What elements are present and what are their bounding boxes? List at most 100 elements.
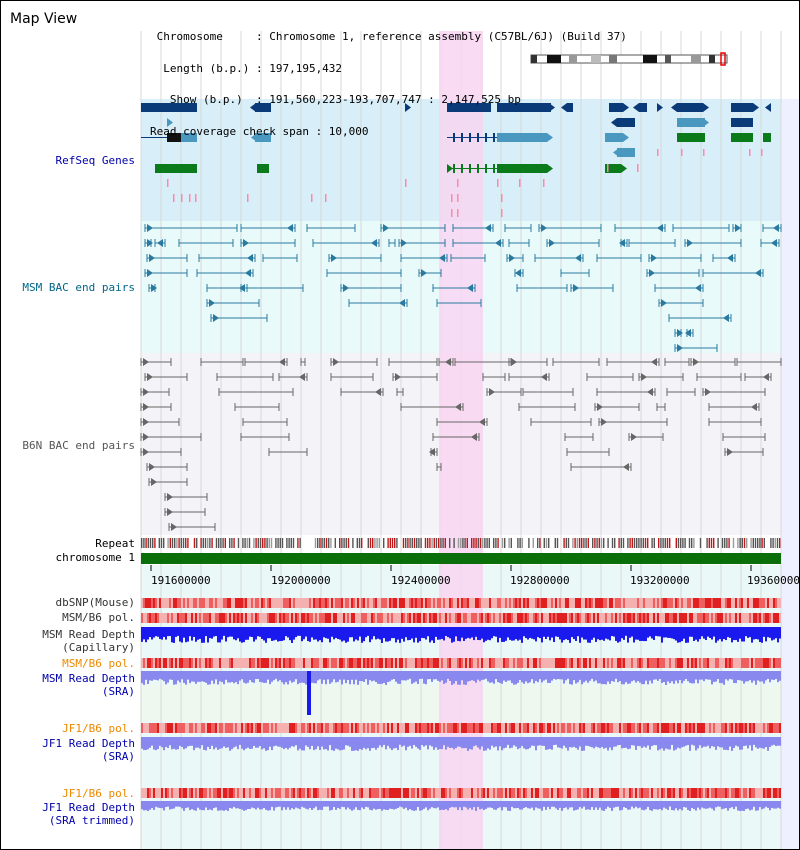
jf1-b6-polymorphism-trimmed bbox=[737, 788, 739, 798]
track-label-jf1-b6-pol-trimmed[interactable]: JF1/B6 pol. bbox=[62, 787, 135, 800]
msm-read-depth-capillary bbox=[611, 627, 613, 637]
jf1-b6-polymorphism-trimmed bbox=[317, 788, 319, 798]
jf1-read-depth-trimmed bbox=[279, 801, 281, 807]
msm-read-depth-capillary bbox=[465, 627, 467, 639]
repeat-element bbox=[660, 538, 662, 548]
msm-read-depth-capillary bbox=[359, 627, 361, 637]
dbsnp-density bbox=[253, 598, 255, 608]
bac-end-arrow bbox=[685, 329, 691, 337]
jf1-b6-polymorphism-trimmed bbox=[213, 788, 215, 798]
msm-b6-polymorphism-sra bbox=[157, 658, 159, 668]
jf1-b6-polymorphism bbox=[447, 723, 449, 733]
jf1-read-depth-trimmed bbox=[275, 801, 277, 808]
dbsnp-density bbox=[519, 598, 521, 608]
msm-b6-polymorphism-sra bbox=[625, 658, 627, 668]
msm-read-depth-sra bbox=[653, 671, 655, 680]
jf1-read-depth-trimmed bbox=[235, 801, 237, 809]
msm-b6-polymorphism-sra bbox=[663, 658, 665, 668]
jf1-read-depth-sra bbox=[233, 737, 235, 748]
jf1-read-depth-sra bbox=[421, 737, 423, 746]
jf1-b6-polymorphism-trimmed bbox=[681, 788, 683, 798]
track-label-jf1-depth-trimmed[interactable]: JF1 Read Depth bbox=[42, 801, 135, 814]
dbsnp-density bbox=[305, 598, 307, 608]
msm-read-depth-sra bbox=[409, 671, 411, 679]
track-label-jf1-depth[interactable]: JF1 Read Depth bbox=[42, 737, 135, 750]
jf1-read-depth-sra bbox=[363, 737, 365, 748]
jf1-b6-polymorphism-trimmed bbox=[257, 788, 259, 798]
jf1-read-depth-trimmed bbox=[295, 801, 297, 808]
track-label-chromosome[interactable]: chromosome 1 bbox=[55, 551, 135, 564]
msm-read-depth-capillary bbox=[423, 627, 425, 639]
msm-b6-polymorphism bbox=[507, 613, 509, 623]
jf1-b6-polymorphism-trimmed bbox=[773, 788, 775, 798]
repeat-element bbox=[321, 538, 323, 548]
jf1-b6-polymorphism-trimmed bbox=[295, 788, 297, 798]
jf1-b6-polymorphism-trimmed bbox=[453, 788, 455, 798]
jf1-read-depth-trimmed bbox=[619, 801, 621, 811]
jf1-read-depth-sra bbox=[349, 737, 351, 747]
jf1-b6-polymorphism-trimmed bbox=[419, 788, 421, 798]
jf1-read-depth-trimmed bbox=[557, 801, 559, 810]
jf1-b6-polymorphism-trimmed bbox=[445, 788, 447, 798]
jf1-read-depth-trimmed bbox=[485, 801, 487, 809]
dbsnp-density bbox=[363, 598, 365, 608]
jf1-read-depth-trimmed bbox=[391, 801, 393, 809]
repeat-element bbox=[774, 538, 776, 548]
msm-b6-polymorphism bbox=[565, 613, 567, 623]
jf1-b6-polymorphism bbox=[163, 723, 165, 733]
dbsnp-density bbox=[513, 598, 515, 608]
msm-b6-polymorphism bbox=[613, 613, 615, 623]
msm-b6-polymorphism-sra bbox=[729, 658, 731, 668]
msm-b6-polymorphism-sra bbox=[557, 658, 559, 668]
repeat-element bbox=[352, 538, 354, 548]
jf1-b6-polymorphism bbox=[251, 723, 253, 733]
track-label-msm-depth-capillary[interactable]: MSM Read Depth bbox=[42, 628, 135, 641]
dbsnp-density bbox=[731, 598, 733, 608]
track-label-refseq-genes[interactable]: RefSeq Genes bbox=[55, 154, 135, 167]
msm-b6-polymorphism bbox=[191, 613, 193, 623]
msm-b6-polymorphism bbox=[269, 613, 271, 623]
msm-read-depth-capillary bbox=[563, 627, 565, 641]
dbsnp-density bbox=[275, 598, 277, 608]
msm-read-depth-sra bbox=[667, 671, 669, 682]
msm-b6-polymorphism bbox=[719, 613, 721, 623]
gene-feature bbox=[447, 103, 491, 112]
dbsnp-density bbox=[699, 598, 701, 608]
jf1-b6-polymorphism bbox=[487, 723, 489, 733]
repeat-element bbox=[277, 538, 279, 548]
msm-read-depth-sra bbox=[763, 671, 765, 684]
jf1-b6-polymorphism-trimmed bbox=[513, 788, 515, 798]
jf1-b6-polymorphism bbox=[511, 723, 513, 733]
jf1-b6-polymorphism-trimmed bbox=[759, 788, 761, 798]
jf1-b6-polymorphism-trimmed bbox=[235, 788, 237, 798]
jf1-b6-polymorphism bbox=[555, 723, 557, 733]
track-label-msm-b6-pol[interactable]: MSM/B6 pol. bbox=[62, 611, 135, 624]
track-label-msm-bac[interactable]: MSM BAC end pairs bbox=[22, 281, 135, 294]
dbsnp-density bbox=[497, 598, 499, 608]
repeat-element bbox=[521, 538, 523, 548]
jf1-read-depth-trimmed bbox=[713, 801, 715, 811]
track-label-repeat[interactable]: Repeat bbox=[95, 537, 135, 550]
msm-read-depth-capillary bbox=[455, 627, 457, 637]
msm-read-depth-capillary bbox=[619, 627, 621, 642]
track-label-b6n-bac[interactable]: B6N BAC end pairs bbox=[22, 439, 135, 452]
jf1-read-depth-trimmed bbox=[521, 801, 523, 810]
track-label-dbsnp[interactable]: dbSNP(Mouse) bbox=[55, 596, 135, 609]
bac-end-arrow bbox=[147, 269, 153, 277]
msm-read-depth-sra bbox=[637, 671, 639, 682]
track-label-msm-depth-sra[interactable]: MSM Read Depth bbox=[42, 672, 135, 685]
msm-b6-polymorphism bbox=[701, 613, 703, 623]
msm-b6-polymorphism-sra bbox=[373, 658, 375, 668]
track-label-jf1-depth-sub: (SRA) bbox=[101, 750, 135, 763]
track-label-msm-b6-pol-sra[interactable]: MSM/B6 pol. bbox=[62, 657, 135, 670]
jf1-read-depth-trimmed bbox=[677, 801, 679, 811]
track-label-jf1-b6-pol[interactable]: JF1/B6 pol. bbox=[62, 722, 135, 735]
msm-read-depth-sra bbox=[645, 671, 647, 681]
jf1-b6-polymorphism bbox=[229, 723, 231, 733]
msm-read-depth-sra bbox=[165, 671, 167, 685]
msm-b6-polymorphism bbox=[579, 613, 581, 623]
msm-read-depth-capillary bbox=[543, 627, 545, 637]
jf1-b6-polymorphism bbox=[765, 723, 767, 733]
msm-b6-polymorphism-sra bbox=[523, 658, 525, 668]
jf1-read-depth-trimmed bbox=[393, 801, 395, 810]
